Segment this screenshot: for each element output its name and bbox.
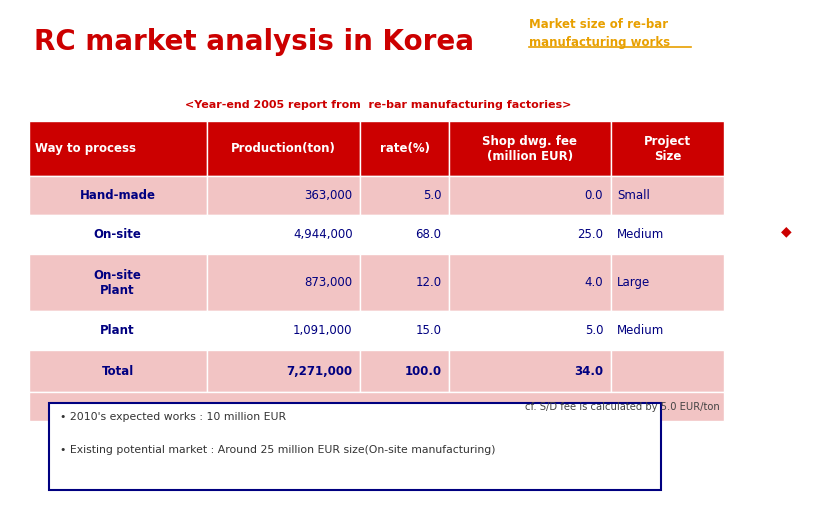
Text: Hand-made: Hand-made bbox=[79, 189, 156, 202]
Text: Medium: Medium bbox=[617, 324, 664, 337]
Text: 68.0: 68.0 bbox=[416, 228, 441, 241]
Text: 34: 34 bbox=[773, 470, 800, 489]
Bar bbox=[29, 215, 207, 253]
Text: ◆: ◆ bbox=[781, 224, 792, 238]
Text: RC market analysis in Korea: RC market analysis in Korea bbox=[34, 28, 474, 56]
Text: rate(%): rate(%) bbox=[380, 142, 430, 155]
Bar bbox=[360, 215, 449, 253]
Text: Plant: Plant bbox=[100, 324, 135, 337]
Text: Project
Size: Project Size bbox=[644, 134, 691, 163]
Text: On-site
Plant: On-site Plant bbox=[94, 268, 141, 297]
Bar bbox=[611, 350, 724, 392]
Text: 7,271,000: 7,271,000 bbox=[287, 365, 353, 378]
Text: 100.0: 100.0 bbox=[404, 365, 441, 378]
Text: Shop dwg. fee
(million EUR): Shop dwg. fee (million EUR) bbox=[483, 134, 578, 163]
Text: Production(ton): Production(ton) bbox=[231, 142, 336, 155]
Bar bbox=[360, 253, 449, 311]
Text: 873,000: 873,000 bbox=[305, 276, 353, 289]
Text: On-site: On-site bbox=[94, 228, 141, 241]
Text: • 2010's expected works : 10 million EUR: • 2010's expected works : 10 million EUR bbox=[60, 412, 287, 422]
Text: 1,091,000: 1,091,000 bbox=[293, 324, 353, 337]
Text: Large: Large bbox=[617, 276, 650, 289]
Text: Total: Total bbox=[101, 365, 134, 378]
Bar bbox=[360, 121, 449, 176]
Text: 4,944,000: 4,944,000 bbox=[293, 228, 353, 241]
Bar bbox=[207, 253, 360, 311]
Text: Medium: Medium bbox=[617, 228, 664, 241]
Bar bbox=[29, 121, 207, 176]
Text: <Year-end 2005 report from  re-bar manufacturing factories>: <Year-end 2005 report from re-bar manufa… bbox=[185, 100, 571, 110]
Text: manufacturing works: manufacturing works bbox=[529, 36, 670, 49]
Text: 12.0: 12.0 bbox=[415, 276, 441, 289]
Bar bbox=[611, 253, 724, 311]
Bar bbox=[29, 350, 207, 392]
Text: 0.0: 0.0 bbox=[585, 189, 603, 202]
Bar bbox=[449, 215, 611, 253]
Bar bbox=[207, 311, 360, 350]
Bar bbox=[49, 403, 661, 490]
Bar bbox=[207, 176, 360, 215]
Bar bbox=[29, 392, 724, 421]
Text: 34.0: 34.0 bbox=[574, 365, 603, 378]
Text: cf. S/D fee is calculated by 5.0 EUR/ton: cf. S/D fee is calculated by 5.0 EUR/ton bbox=[525, 402, 721, 411]
Bar bbox=[207, 350, 360, 392]
Bar bbox=[449, 121, 611, 176]
Bar bbox=[611, 176, 724, 215]
Bar bbox=[360, 176, 449, 215]
Text: • Existing potential market : Around 25 million EUR size(On-site manufacturing): • Existing potential market : Around 25 … bbox=[60, 445, 496, 455]
Text: 363,000: 363,000 bbox=[305, 189, 353, 202]
Bar bbox=[29, 253, 207, 311]
Text: 15.0: 15.0 bbox=[416, 324, 441, 337]
Bar bbox=[360, 311, 449, 350]
Text: ◆: ◆ bbox=[775, 191, 798, 220]
Bar bbox=[449, 253, 611, 311]
Bar bbox=[449, 350, 611, 392]
Bar bbox=[207, 215, 360, 253]
Bar bbox=[611, 121, 724, 176]
Text: 5.0: 5.0 bbox=[423, 189, 441, 202]
Text: Small: Small bbox=[617, 189, 650, 202]
Text: TEKLA: TEKLA bbox=[779, 68, 793, 117]
Bar bbox=[207, 121, 360, 176]
Bar bbox=[449, 176, 611, 215]
Text: 4.0: 4.0 bbox=[585, 276, 603, 289]
Bar bbox=[29, 176, 207, 215]
Bar bbox=[360, 350, 449, 392]
Bar bbox=[611, 215, 724, 253]
Bar bbox=[29, 311, 207, 350]
Text: Market size of re-bar: Market size of re-bar bbox=[529, 18, 668, 31]
Text: 5.0: 5.0 bbox=[585, 324, 603, 337]
Bar bbox=[449, 311, 611, 350]
Text: Way to process: Way to process bbox=[35, 142, 136, 155]
Bar bbox=[611, 311, 724, 350]
Text: 25.0: 25.0 bbox=[578, 228, 603, 241]
